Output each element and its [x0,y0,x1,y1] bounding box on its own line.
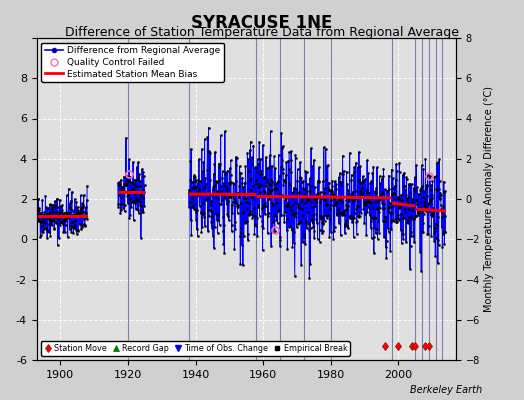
Y-axis label: Monthly Temperature Anomaly Difference (°C): Monthly Temperature Anomaly Difference (… [484,86,494,312]
Text: Difference of Station Temperature Data from Regional Average: Difference of Station Temperature Data f… [65,26,459,39]
Legend: Station Move, Record Gap, Time of Obs. Change, Empirical Break: Station Move, Record Gap, Time of Obs. C… [41,341,350,356]
Text: SYRACUSE 1NE: SYRACUSE 1NE [191,14,333,32]
Text: Berkeley Earth: Berkeley Earth [410,385,482,395]
